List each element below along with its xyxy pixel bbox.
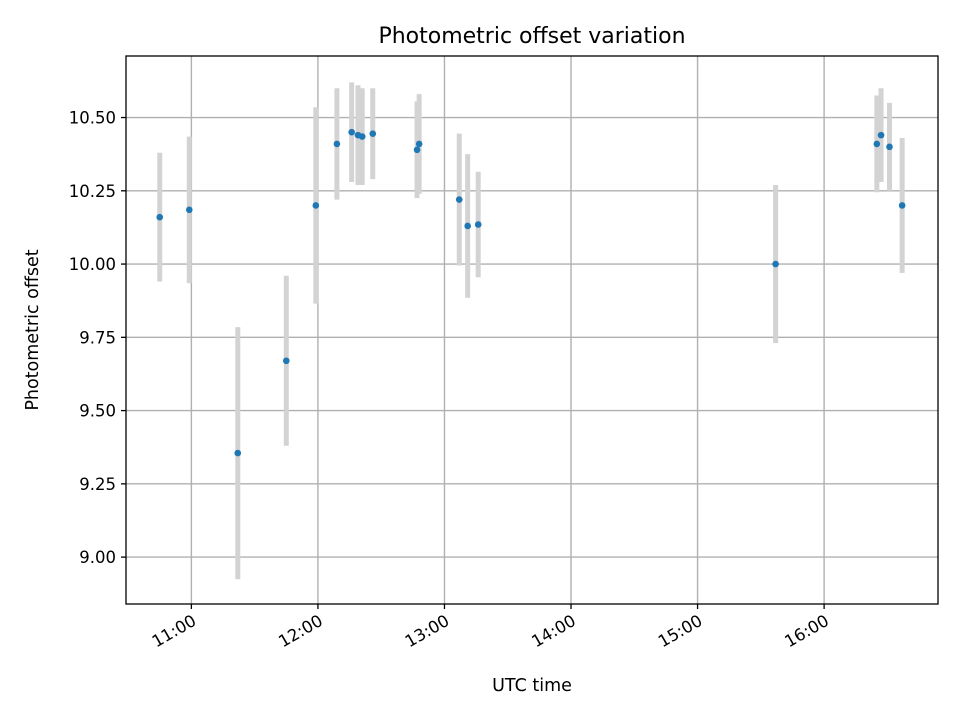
y-tick-label: 10.25 — [69, 182, 116, 201]
x-tick-label: 13:00 — [402, 611, 453, 651]
x-axis-label: UTC time — [492, 676, 572, 696]
y-tick-label: 9.25 — [79, 475, 116, 494]
y-axis-label: Photometric offset — [23, 249, 43, 410]
y-tick-label: 10.00 — [69, 255, 116, 274]
data-point — [369, 130, 377, 137]
data-point — [156, 213, 164, 221]
data-point — [877, 131, 885, 139]
data-point — [234, 449, 242, 457]
error-bars — [157, 82, 905, 580]
x-tick-label: 15:00 — [655, 611, 706, 651]
x-axis-ticks: 11:00 12:00 13:00 14:00 15:00 16:00 — [149, 604, 832, 651]
x-tick-label: 12:00 — [275, 611, 326, 651]
data-point — [282, 357, 290, 365]
chart-title: Photometric offset variation — [378, 24, 685, 49]
data-point — [312, 202, 320, 209]
data-point — [873, 140, 881, 148]
y-tick-label: 9.00 — [79, 548, 116, 567]
data-point — [185, 206, 193, 214]
data-point — [348, 128, 355, 136]
y-tick-label: 9.50 — [79, 402, 116, 421]
data-point — [415, 140, 423, 148]
data-point — [474, 221, 482, 228]
plot-frame — [125, 55, 939, 605]
y-axis-ticks: 9.00 9.25 9.50 9.75 10.00 10.25 10.50 — [69, 109, 126, 567]
x-tick-label: 14:00 — [528, 611, 579, 651]
x-tick-label: 11:00 — [149, 611, 200, 651]
y-tick-label: 9.75 — [79, 328, 116, 347]
data-point — [886, 143, 893, 151]
grid — [126, 56, 938, 604]
data-point — [455, 196, 463, 203]
data-point — [772, 260, 779, 268]
x-tick-label: 16:00 — [781, 611, 832, 651]
data-points — [156, 128, 906, 457]
data-point — [358, 133, 366, 140]
data-point — [898, 202, 906, 209]
data-point — [413, 146, 421, 154]
y-tick-label: 10.50 — [69, 109, 116, 128]
data-point — [464, 222, 471, 230]
data-point — [333, 140, 341, 148]
